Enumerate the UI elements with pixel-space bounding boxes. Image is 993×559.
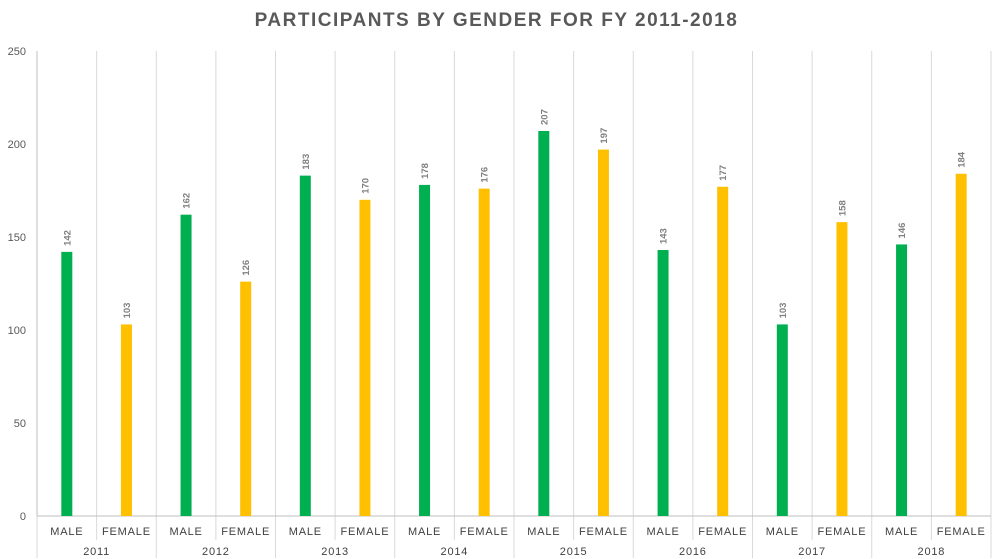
group-label: 2014 [441,546,469,558]
x-tick-label: MALE [646,526,679,538]
bar [717,186,729,516]
bar [359,199,371,517]
y-tick-label: 50 [14,418,26,430]
bar [240,281,252,516]
group-label: 2016 [679,546,707,558]
x-tick-label: MALE [169,526,202,538]
bar [180,214,192,516]
data-label: 178 [420,163,431,179]
data-label: 176 [480,167,491,183]
bar [419,184,431,517]
x-tick-label: MALE [885,526,918,538]
bar [61,251,73,516]
group-label: 2017 [798,546,826,558]
data-label: 184 [957,151,968,168]
x-tick-label: FEMALE [102,526,151,538]
bar [955,173,967,516]
bar [896,244,908,516]
bar [776,324,788,516]
data-label: 207 [539,109,550,125]
bar [120,324,132,516]
y-tick-label: 100 [8,325,26,337]
x-tick-label: MALE [527,526,560,538]
bar [657,250,669,516]
y-tick-label: 200 [8,139,26,151]
data-label: 103 [778,303,789,319]
bar [836,222,848,516]
y-tick-label: 150 [8,232,26,244]
data-label: 146 [897,223,908,239]
group-label: 2012 [202,546,230,558]
bar [478,188,490,516]
group-label: 2013 [321,546,349,558]
bar [299,175,311,516]
x-tick-label: FEMALE [698,526,747,538]
x-tick-label: MALE [766,526,799,538]
data-label: 158 [837,200,848,216]
x-tick-label: MALE [408,526,441,538]
chart-title: PARTICIPANTS BY GENDER FOR FY 2011-2018 [254,10,739,31]
x-tick-label: MALE [289,526,322,538]
group-label: 2015 [560,546,588,558]
x-tick-label: FEMALE [460,526,509,538]
group-label: 2018 [918,546,946,558]
data-label: 143 [659,228,670,244]
x-tick-label: FEMALE [341,526,390,538]
group-label: 2011 [83,546,110,558]
bar [538,130,550,517]
data-label: 162 [182,193,193,209]
bar [597,149,609,516]
x-tick-label: FEMALE [221,526,270,538]
data-label: 142 [62,230,73,246]
x-tick-label: MALE [50,526,83,538]
data-label: 103 [122,303,133,319]
data-label: 126 [241,260,252,276]
data-label: 170 [360,178,371,194]
x-tick-label: FEMALE [937,526,986,538]
x-tick-label: FEMALE [579,526,628,538]
data-label: 183 [301,154,312,170]
x-tick-label: FEMALE [818,526,867,538]
y-tick-label: 0 [20,511,26,523]
y-tick-label: 250 [8,46,26,58]
data-label: 177 [718,165,729,181]
data-label: 197 [599,128,610,144]
